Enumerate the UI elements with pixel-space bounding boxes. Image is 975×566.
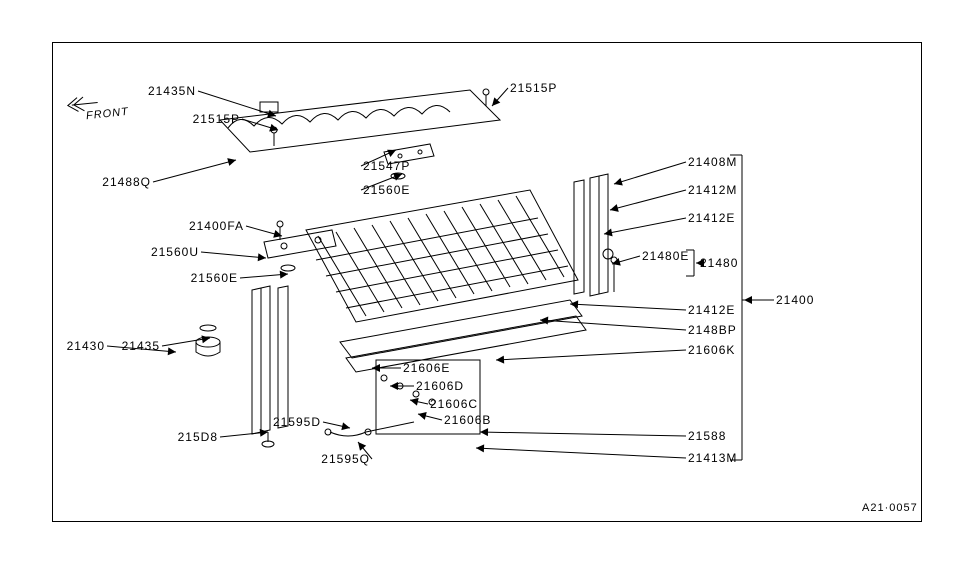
part-label: 21400 [776,293,814,307]
part-label: 21560U [151,245,199,259]
part-label: 2148BP [688,323,737,337]
part-label: 21606C [430,397,478,411]
part-label: 21435N [148,84,196,98]
part-label: 21400FA [189,219,244,233]
part-label: 21515P [193,112,240,126]
part-label: 21595Q [321,452,370,466]
part-label: 21560E [363,183,410,197]
part-label: 21412E [688,303,735,317]
part-label: 21413M [688,451,737,465]
drawing-code: A21·0057 [862,502,918,514]
part-label: 21412E [688,211,735,225]
part-label: 21606E [403,361,450,375]
leader-lines [0,0,975,566]
part-label: 21595D [273,415,321,429]
part-label: 21435 [122,339,160,353]
part-label: 21412M [688,183,737,197]
part-label: 21480E [642,249,689,263]
part-label: 21547P [363,159,410,173]
part-label: 21606B [444,413,491,427]
part-label: 21560E [191,271,238,285]
part-label: 215D8 [178,430,218,444]
part-label: 21515P [510,81,557,95]
part-label: 21588 [688,429,726,443]
part-label: 21606D [416,379,464,393]
part-label: 21480 [700,256,738,270]
part-label: 21408M [688,155,737,169]
part-label: 21488Q [102,175,151,189]
part-label: 21606K [688,343,735,357]
part-label: 21430 [67,339,105,353]
